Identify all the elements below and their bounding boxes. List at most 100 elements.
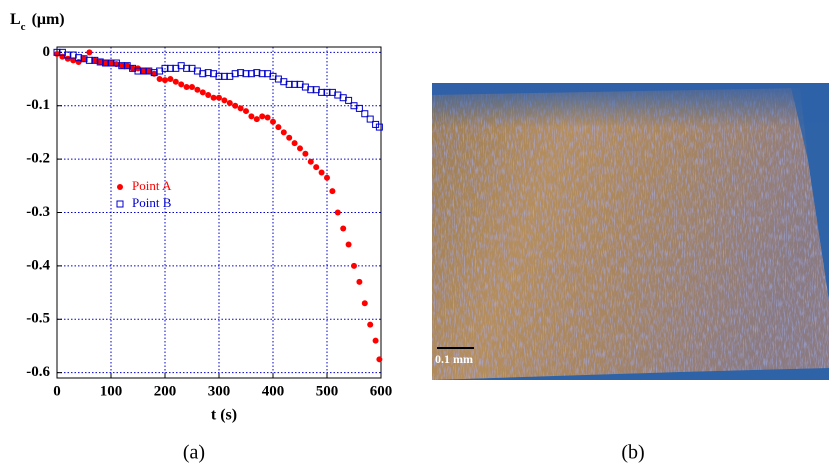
data-point xyxy=(324,174,330,181)
data-point xyxy=(361,300,368,307)
data-point xyxy=(85,56,93,64)
data-point xyxy=(124,62,131,69)
data-point xyxy=(118,62,126,70)
data-point xyxy=(172,78,179,85)
data-point xyxy=(237,69,245,77)
data-point xyxy=(129,65,136,72)
data-point xyxy=(156,76,163,83)
data-point xyxy=(102,59,110,67)
data-point xyxy=(81,55,87,62)
data-point xyxy=(189,84,195,91)
data-point xyxy=(107,59,115,67)
data-point xyxy=(334,209,341,216)
data-point xyxy=(64,51,72,59)
y-axis-subscript: c xyxy=(21,21,26,33)
legend-marker xyxy=(116,200,124,208)
data-point xyxy=(286,134,293,141)
y-tick-label: 0 xyxy=(43,44,51,60)
data-point xyxy=(118,62,125,69)
data-point xyxy=(91,57,98,64)
data-point xyxy=(275,124,282,131)
data-point xyxy=(253,69,261,77)
data-point xyxy=(237,105,244,112)
x-tick-label: 200 xyxy=(154,383,177,399)
data-point xyxy=(167,76,174,83)
data-point xyxy=(243,108,249,115)
data-point xyxy=(75,54,83,62)
data-point xyxy=(297,145,303,152)
x-tick-label: 500 xyxy=(316,383,339,399)
data-point xyxy=(64,55,71,62)
data-point xyxy=(264,114,271,121)
data-point xyxy=(139,67,147,75)
caption: (b) xyxy=(621,442,644,464)
data-point xyxy=(307,86,315,94)
data-point xyxy=(183,64,191,72)
data-point xyxy=(375,123,383,131)
y-axis-unit: (μm) xyxy=(32,11,65,28)
data-point xyxy=(162,77,168,84)
data-point xyxy=(318,88,326,96)
data-point xyxy=(205,92,212,99)
data-point xyxy=(345,241,352,248)
data-point xyxy=(70,57,77,64)
data-point xyxy=(231,70,239,78)
data-point xyxy=(247,70,255,78)
data-point xyxy=(134,67,142,75)
data-point xyxy=(356,278,363,285)
data-point xyxy=(242,70,250,78)
photo: 0.1 mm xyxy=(432,83,829,380)
y-tick-label: -0.1 xyxy=(26,97,50,113)
data-point xyxy=(291,140,298,147)
data-point xyxy=(102,60,109,67)
data-point xyxy=(215,72,223,80)
data-point xyxy=(96,58,104,66)
x-tick-label: 300 xyxy=(208,383,231,399)
data-point xyxy=(161,64,169,72)
y-tick-label: -0.3 xyxy=(26,204,50,220)
data-point xyxy=(313,164,320,171)
data-point xyxy=(86,49,93,56)
legend-label: Point B xyxy=(132,195,172,210)
data-point xyxy=(53,48,61,56)
data-point xyxy=(270,118,276,125)
data-point xyxy=(355,104,363,112)
data-point xyxy=(367,321,374,328)
data-point xyxy=(216,94,222,101)
legend-marker xyxy=(117,184,123,190)
data-point xyxy=(108,60,114,67)
y-tick-label: -0.4 xyxy=(26,257,50,273)
data-point xyxy=(285,80,293,88)
data-point xyxy=(97,58,104,65)
data-point xyxy=(204,69,212,77)
y-axis-symbol: L xyxy=(10,11,21,28)
data-point xyxy=(194,86,201,93)
data-point xyxy=(259,113,266,120)
x-tick-label: 0 xyxy=(53,383,61,399)
data-point xyxy=(221,97,228,104)
y-tick-label: -0.2 xyxy=(26,151,50,167)
x-axis-label: t (s) xyxy=(211,407,237,424)
data-point xyxy=(372,337,379,344)
data-point xyxy=(258,70,266,78)
data-point xyxy=(280,129,287,136)
y-tick-label: -0.6 xyxy=(26,364,50,380)
data-point xyxy=(91,56,99,64)
data-point xyxy=(199,70,207,78)
data-point xyxy=(140,68,147,75)
plot-frame xyxy=(56,46,382,379)
y-tick-label: -0.5 xyxy=(26,311,50,327)
data-point xyxy=(178,81,185,88)
x-tick-label: 600 xyxy=(370,383,393,399)
data-point xyxy=(376,356,383,363)
y-axis-label: Lc (μm) xyxy=(10,11,65,33)
data-point xyxy=(307,158,314,165)
scale-label: 0.1 mm xyxy=(435,352,473,366)
data-point xyxy=(361,110,369,118)
data-point xyxy=(226,100,233,107)
data-point xyxy=(220,72,228,80)
data-point xyxy=(145,67,153,75)
data-point xyxy=(150,69,158,77)
legend-label: Point A xyxy=(132,178,172,193)
